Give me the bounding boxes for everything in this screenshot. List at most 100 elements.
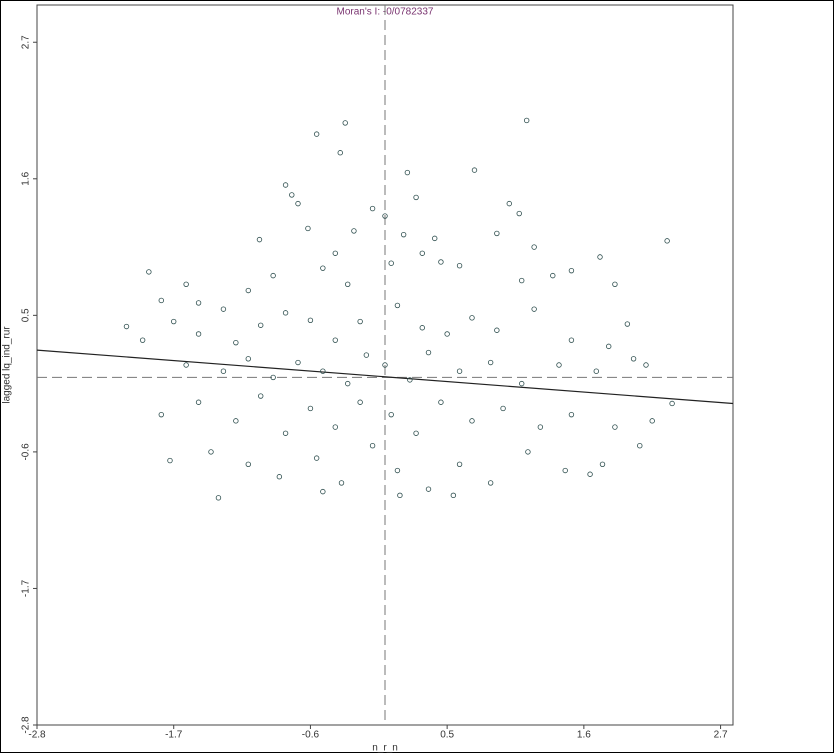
x-tick-label: 2.7 [714, 730, 728, 741]
point [167, 457, 173, 464]
point [568, 267, 575, 274]
point [606, 343, 612, 350]
point [332, 337, 338, 343]
point [432, 235, 438, 242]
point [562, 467, 568, 474]
y-tick-label: 0.5 [21, 308, 32, 322]
point [444, 331, 450, 337]
point [363, 352, 370, 358]
point [471, 167, 478, 173]
point [320, 265, 326, 271]
point [233, 339, 239, 346]
point [523, 117, 530, 124]
point [419, 250, 425, 256]
x-tick-label: -0.6 [302, 730, 320, 741]
y-axis-label: lagged lq_ind_rur [2, 326, 13, 404]
point [245, 461, 251, 468]
point [282, 430, 289, 436]
point [407, 377, 413, 383]
point [587, 471, 593, 477]
point [450, 492, 457, 499]
point [313, 455, 320, 461]
point [388, 411, 394, 418]
x-tick-label: -2.8 [28, 730, 46, 741]
point [245, 287, 251, 294]
y-tick-label: -1.7 [21, 579, 32, 597]
point [469, 418, 475, 424]
point [195, 399, 202, 405]
point [500, 405, 506, 412]
x-tick-label: 0.5 [440, 730, 454, 741]
point [295, 359, 301, 366]
point [215, 495, 222, 501]
point [233, 418, 239, 424]
point [382, 213, 388, 219]
point [171, 318, 177, 325]
point [258, 322, 264, 328]
point [307, 317, 314, 324]
point [282, 182, 289, 188]
x-axis-label: n_r_n [372, 743, 398, 753]
point [382, 362, 388, 368]
point [550, 272, 556, 279]
point [394, 302, 401, 309]
point [494, 327, 500, 333]
x-tick-label: 1.6 [577, 730, 591, 741]
point [630, 356, 637, 362]
point [438, 259, 444, 265]
point [158, 297, 164, 304]
point [139, 337, 146, 343]
point [413, 430, 419, 436]
point [624, 321, 631, 327]
point [525, 449, 531, 455]
point [456, 262, 463, 269]
point [487, 359, 494, 366]
y-tick-label: 1.6 [21, 171, 32, 185]
point [183, 362, 189, 368]
point [220, 306, 227, 312]
x-tick-label: -1.7 [165, 730, 183, 741]
point [664, 238, 670, 244]
point [425, 486, 432, 492]
point [469, 315, 475, 321]
point [669, 400, 675, 407]
point [208, 449, 214, 455]
point [220, 368, 227, 374]
point [593, 368, 599, 374]
y-tick-label: -0.6 [21, 443, 32, 461]
point [568, 411, 575, 418]
point [345, 380, 351, 387]
point [332, 250, 338, 256]
point [305, 225, 311, 232]
point [256, 236, 263, 243]
point [413, 194, 419, 201]
point [338, 480, 345, 486]
point [245, 356, 251, 362]
point [397, 492, 403, 499]
point [345, 281, 351, 288]
point [195, 331, 202, 337]
point [516, 210, 522, 217]
regression-line [36, 349, 734, 405]
point [183, 281, 189, 288]
point [568, 337, 575, 343]
point [612, 281, 618, 288]
point [519, 277, 525, 284]
point [320, 368, 326, 374]
point [404, 169, 411, 176]
point [597, 254, 603, 260]
point [307, 405, 314, 412]
point [519, 380, 525, 387]
point [195, 300, 202, 306]
point [332, 424, 338, 430]
point [270, 374, 276, 381]
point [369, 442, 376, 449]
point [369, 205, 376, 212]
point [276, 474, 283, 480]
point [357, 399, 363, 405]
point [438, 399, 444, 405]
point [531, 244, 537, 250]
point [599, 461, 606, 468]
